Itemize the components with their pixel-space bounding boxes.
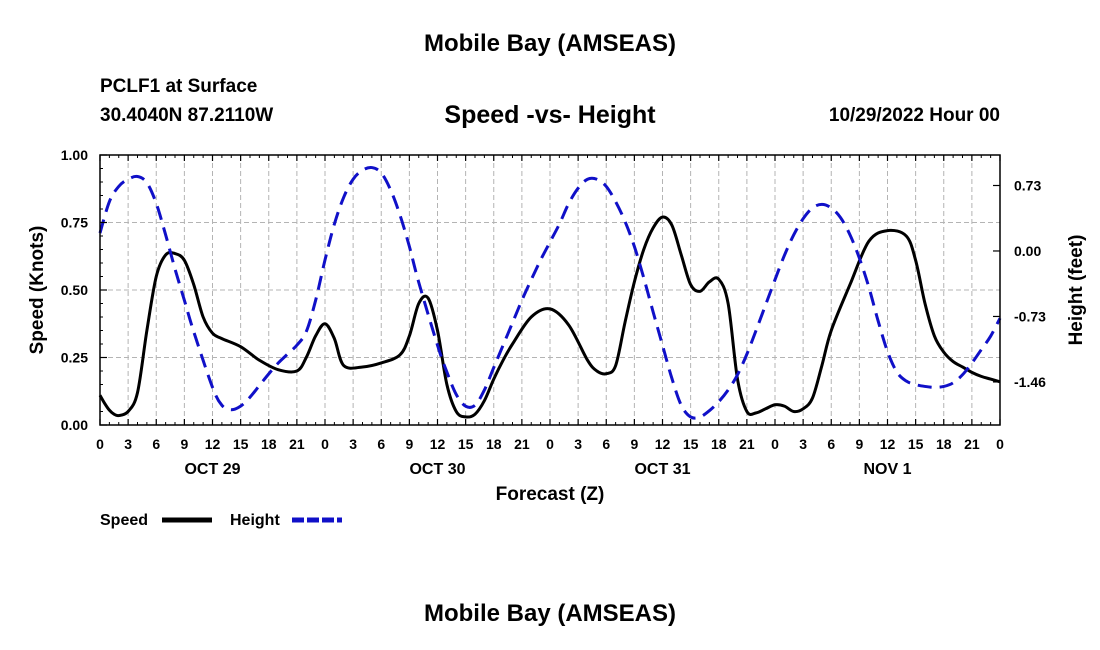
- y2-tick-label: 0.00: [1014, 243, 1041, 259]
- x-tick-label: 21: [514, 436, 530, 452]
- x-tick-label: 3: [124, 436, 132, 452]
- x-tick-label: 18: [261, 436, 277, 452]
- x-tick-label: 18: [936, 436, 952, 452]
- footer-title: Mobile Bay (AMSEAS): [423, 600, 677, 627]
- y-axis-title: Speed (Knots): [27, 226, 48, 355]
- x-tick-label: 12: [205, 436, 221, 452]
- x-tick-label: 9: [180, 436, 188, 452]
- y2-axis-title: Height (feet): [1066, 235, 1087, 346]
- x-tick-label: 0: [96, 436, 104, 452]
- speed-series-line: [98, 215, 1001, 419]
- x-tick-label: 3: [349, 436, 357, 452]
- x-tick-label: 12: [430, 436, 446, 452]
- y-tick-label: 1.00: [61, 147, 88, 163]
- forecast-datetime: 10/29/2022 Hour 00: [828, 105, 1000, 126]
- x-day-label: NOV 1: [863, 461, 911, 478]
- y2-tick-label: -0.73: [1014, 308, 1046, 324]
- x-tick-label: 9: [405, 436, 413, 452]
- y-tick-label: 0.75: [61, 215, 88, 231]
- chart-subtitle: Speed -vs- Height: [444, 101, 656, 129]
- x-tick-label: 15: [233, 436, 249, 452]
- x-tick-label: 3: [799, 436, 807, 452]
- legend-height-label: Height: [230, 512, 280, 529]
- x-tick-label: 0: [771, 436, 779, 452]
- x-tick-label: 15: [458, 436, 474, 452]
- y-tick-label: 0.25: [61, 350, 88, 366]
- x-tick-label: 21: [964, 436, 980, 452]
- x-tick-label: 9: [630, 436, 638, 452]
- x-axis-title: Forecast (Z): [496, 484, 605, 505]
- y2-tick-label: 0.73: [1014, 177, 1041, 193]
- x-tick-label: 12: [655, 436, 671, 452]
- series-layer: [98, 165, 1002, 420]
- station-coordinates: 30.4040N 87.2110W: [100, 105, 274, 126]
- x-tick-label: 0: [546, 436, 554, 452]
- labels-layer: 0 3 6 9 12 15 18 21 0 3 6 9 12 15 18 21 0 3 6 9 12 15 18 21 0 3 6 9…: [61, 147, 1046, 478]
- chart-main-title: Mobile Bay (AMSEAS): [423, 30, 677, 57]
- x-tick-label: 0: [996, 436, 1004, 452]
- y-tick-label: 0.00: [61, 417, 88, 433]
- x-tick-label: 12: [880, 436, 896, 452]
- x-tick-label: 3: [574, 436, 582, 452]
- x-day-label: OCT 30: [409, 461, 465, 478]
- x-tick-label: 15: [683, 436, 699, 452]
- x-tick-label: 6: [827, 436, 835, 452]
- height-series-line: [98, 165, 1002, 420]
- x-tick-label: 21: [739, 436, 755, 452]
- x-tick-label: 6: [152, 436, 160, 452]
- grid-layer: [100, 155, 1000, 425]
- legend-speed-label: Speed: [100, 512, 148, 529]
- x-day-label: OCT 31: [634, 461, 690, 478]
- x-tick-label: 15: [908, 436, 924, 452]
- x-tick-label: 21: [289, 436, 305, 452]
- legend: Speed Height: [100, 512, 342, 529]
- station-name: PCLF1 at Surface: [100, 76, 258, 97]
- x-tick-label: 9: [855, 436, 863, 452]
- x-tick-label: 18: [486, 436, 502, 452]
- y2-tick-label: -1.46: [1014, 374, 1046, 390]
- x-tick-label: 6: [602, 436, 610, 452]
- ticks-layer: [99, 154, 1001, 426]
- x-day-label: OCT 29: [184, 461, 240, 478]
- x-tick-label: 0: [321, 436, 329, 452]
- x-tick-label: 18: [711, 436, 727, 452]
- x-tick-label: 6: [377, 436, 385, 452]
- y-tick-label: 0.50: [61, 282, 88, 298]
